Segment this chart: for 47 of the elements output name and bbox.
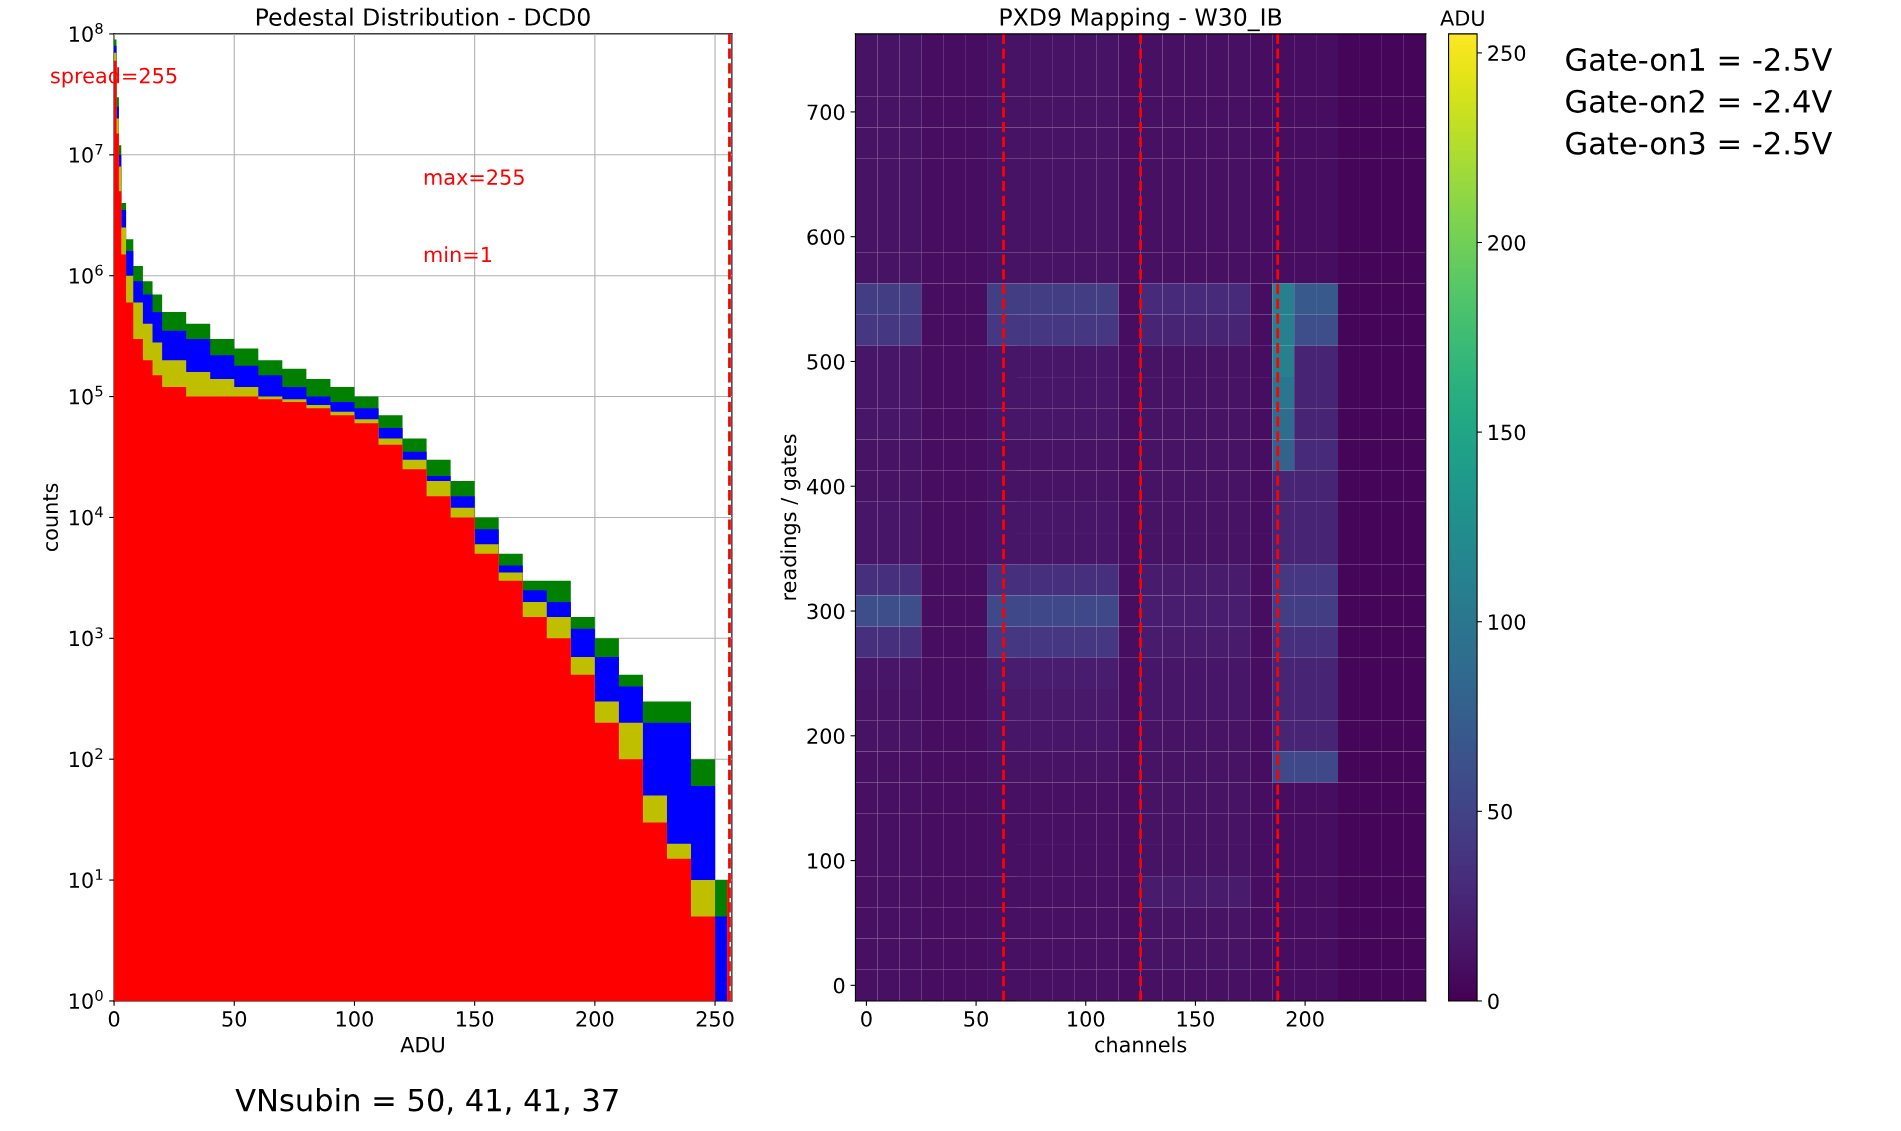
x-tick-label: 200 bbox=[576, 1011, 614, 1027]
y-tick-label: 400 bbox=[806, 478, 845, 495]
y-tick-label: 10$^{6}$ bbox=[69, 264, 103, 284]
y-tick-label: 10$^{0}$ bbox=[69, 989, 103, 1009]
chart-title: PXD9 Mapping - W30_IB bbox=[1000, 7, 1282, 32]
annotation: min=1 bbox=[424, 246, 492, 263]
y-tick-label: 10$^{4}$ bbox=[69, 506, 103, 526]
y-tick-label: 300 bbox=[807, 603, 845, 620]
y-tick-label: 10$^{5}$ bbox=[69, 385, 103, 405]
chart-title: Pedestal Distribution - DCD0 bbox=[256, 7, 590, 26]
color-bar-label: 0 bbox=[1488, 993, 1499, 1010]
color-bar-label: 100 bbox=[1489, 614, 1526, 630]
text: Gate-on3 = -2.5V bbox=[1566, 131, 1833, 155]
x-axis-title: channels bbox=[1095, 1036, 1187, 1053]
x-tick-label: 0 bbox=[861, 1011, 872, 1027]
y-tick-label: 700 bbox=[807, 104, 845, 121]
x-tick-label: 150 bbox=[457, 1011, 494, 1027]
x-axis-title: ADU bbox=[400, 1037, 444, 1053]
y-tick-label: 10$^{2}$ bbox=[69, 748, 103, 768]
y-tick-label: 100 bbox=[808, 853, 845, 869]
x-tick-label: 0 bbox=[108, 1011, 120, 1027]
color-bar-title: ADU bbox=[1440, 10, 1484, 26]
y-axis-title: readings / gates bbox=[780, 434, 801, 600]
y-axis-title: counts bbox=[43, 483, 59, 552]
x-tick-label: 150 bbox=[1177, 1011, 1214, 1027]
x-tick-label: 200 bbox=[1286, 1011, 1324, 1027]
y-tick-label: 200 bbox=[807, 728, 845, 744]
y-tick-label: 10$^{7}$ bbox=[69, 143, 103, 163]
y-tick-label: 500 bbox=[807, 353, 845, 370]
x-tick-label: 50 bbox=[222, 1011, 247, 1027]
color-bar-label: 150 bbox=[1489, 424, 1526, 441]
x-tick-label: 250 bbox=[696, 1011, 734, 1027]
y-tick-label: 600 bbox=[807, 229, 845, 245]
y-tick-label: 10$^{3}$ bbox=[69, 627, 103, 647]
color-bar-label: 200 bbox=[1488, 234, 1526, 251]
y-tick-label: 10$^{8}$ bbox=[69, 22, 103, 42]
annotation: max=255 bbox=[424, 169, 524, 186]
text: Gate-on2 = -2.4V bbox=[1566, 89, 1833, 113]
text: VNsubin = 50, 41, 41, 37 bbox=[235, 1087, 618, 1115]
color-bar-label: 50 bbox=[1488, 803, 1512, 820]
y-tick-label: 0 bbox=[833, 977, 845, 994]
x-tick-label: 50 bbox=[964, 1011, 988, 1027]
x-tick-label: 100 bbox=[336, 1011, 373, 1027]
x-tick-label: 100 bbox=[1068, 1011, 1105, 1027]
text: Gate-on1 = -2.5V bbox=[1566, 47, 1833, 72]
y-tick-label: 10$^{1}$ bbox=[69, 869, 103, 889]
color-bar-label: 250 bbox=[1488, 45, 1526, 62]
